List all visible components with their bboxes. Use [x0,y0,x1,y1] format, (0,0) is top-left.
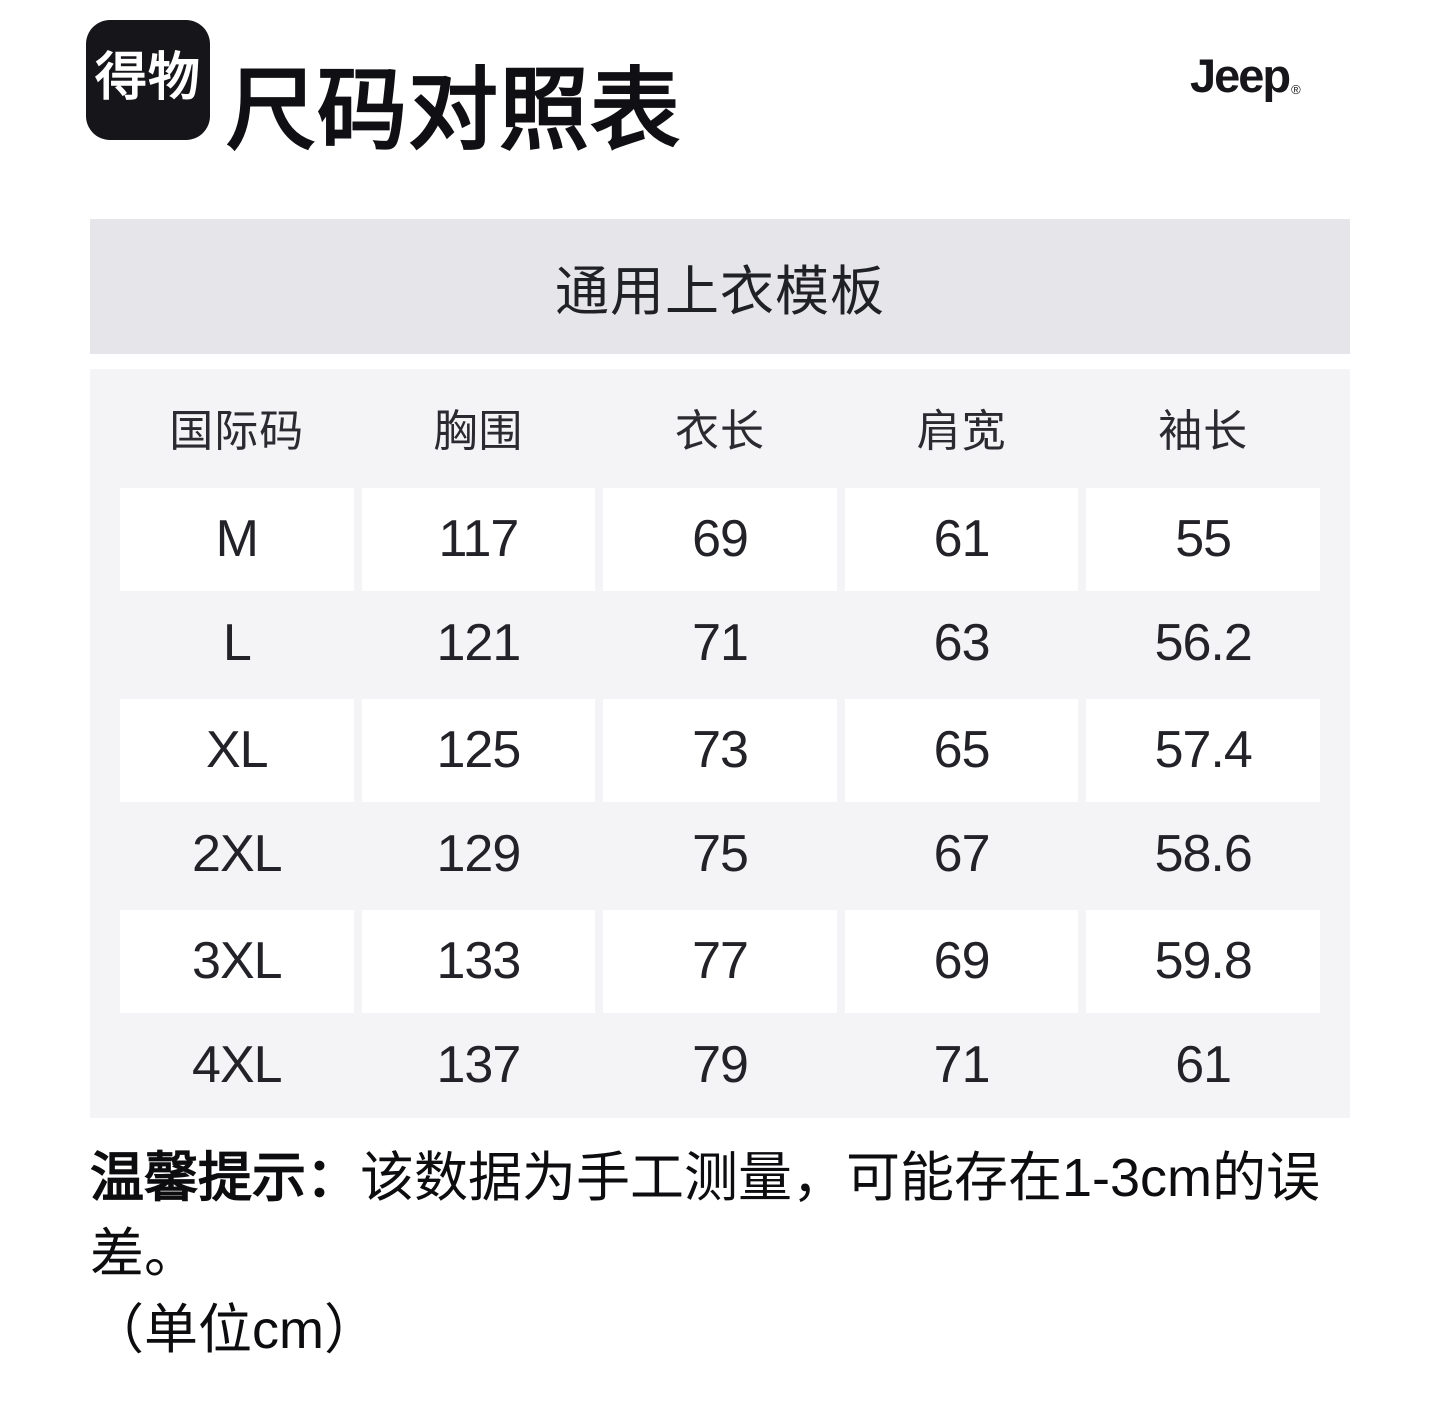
shoulder-cell: 71 [933,1036,991,1095]
chest-cell: 137 [436,1036,522,1095]
unit-note: （单位cm） [90,1300,378,1360]
page-title: 尺码对照表 [226,61,681,161]
size-cell: M [120,488,354,591]
sleeve-cell: 61 [1175,1036,1232,1095]
shoulder-cell: 61 [844,488,1079,591]
notice-label: 温馨提示： [90,1148,360,1208]
notice-text: 该数据为手工测量，可能存在1-3cm的误差。 [90,1148,1321,1284]
chest-cell: 129 [436,825,522,884]
size-table: 国际码 胸围 衣长 肩宽 袖长 M 117 69 61 55 L 121 71 … [90,369,1350,1118]
size-cell: 3XL [120,910,354,1013]
column-header-size: 国际码 [169,407,305,456]
length-cell: 73 [603,699,837,802]
column-header-chest: 胸围 [433,407,524,456]
sleeve-cell: 58.6 [1154,825,1253,884]
chest-cell: 133 [361,910,596,1013]
column-header-length: 衣长 [674,407,765,456]
size-cell: L [222,614,252,673]
table-row: XL 125 73 65 57.4 [90,696,1350,802]
template-title: 通用上衣模板 [555,262,885,322]
jeep-brand-logo: Jeep ® [1190,48,1301,103]
dewu-app-logo: 得物 [86,20,210,140]
shoulder-cell: 67 [933,825,991,884]
length-cell: 71 [692,614,749,673]
template-header-bar: 通用上衣模板 [90,219,1350,354]
registered-trademark-icon: ® [1291,82,1301,97]
footer-note: 温馨提示：该数据为手工测量，可能存在1-3cm的误差。 （单位cm） [90,1140,1390,1368]
shoulder-cell: 69 [844,910,1079,1013]
measurement-disclaimer: 温馨提示：该数据为手工测量，可能存在1-3cm的误差。 [90,1140,1390,1292]
shoulder-cell: 65 [844,699,1079,802]
length-cell: 69 [603,488,837,591]
length-cell: 75 [692,825,749,884]
table-header-row: 国际码 胸围 衣长 肩宽 袖长 [90,369,1350,485]
sleeve-cell: 56.2 [1154,614,1253,673]
dewu-logo-text: 得物 [94,49,201,107]
table-row: 4XL 137 79 71 61 [90,1013,1350,1119]
size-cell: 2XL [192,825,283,884]
chest-cell: 125 [361,699,596,802]
length-cell: 77 [603,910,837,1013]
table-row: 2XL 129 75 67 58.6 [90,802,1350,908]
column-header-sleeve: 袖长 [1158,407,1249,456]
sleeve-cell: 55 [1086,488,1320,591]
size-cell: 4XL [192,1036,283,1095]
table-body: M 117 69 61 55 L 121 71 63 56.2 XL 125 7… [90,485,1350,1118]
length-cell: 79 [692,1036,749,1095]
column-header-shoulder: 肩宽 [916,407,1007,456]
table-row: L 121 71 63 56.2 [90,591,1350,697]
table-row: M 117 69 61 55 [90,485,1350,591]
chest-cell: 121 [436,614,522,673]
sleeve-cell: 59.8 [1086,910,1320,1013]
chest-cell: 117 [361,488,596,591]
sleeve-cell: 57.4 [1086,699,1320,802]
table-row: 3XL 133 77 69 59.8 [90,907,1350,1013]
shoulder-cell: 63 [933,614,991,673]
jeep-logo-text: Jeep [1190,49,1291,102]
size-cell: XL [120,699,354,802]
